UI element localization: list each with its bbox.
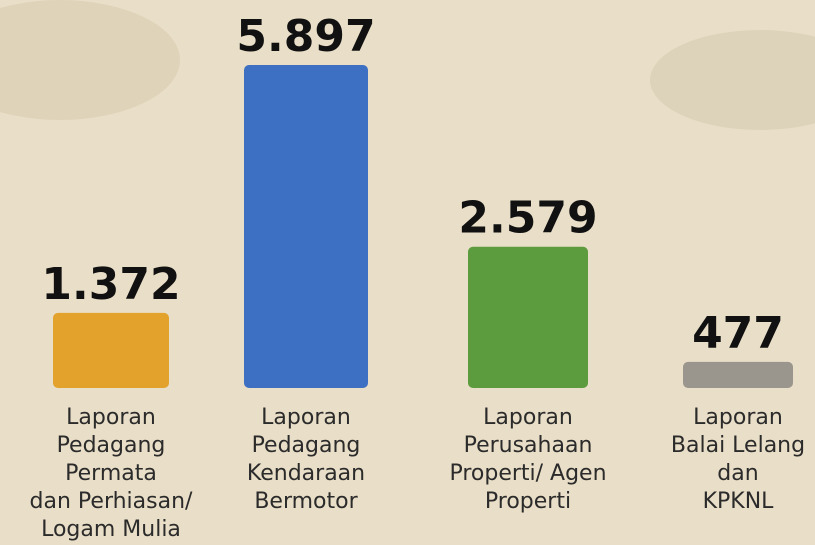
bar — [53, 312, 169, 388]
bar — [683, 361, 793, 388]
value-label: 2.579 — [458, 193, 597, 244]
category-label: Laporan Pedagang Permata dan Perhiasan/ … — [29, 405, 193, 542]
bar — [468, 246, 588, 388]
value-label: 5.897 — [236, 11, 375, 62]
value-label: 477 — [692, 308, 784, 359]
category-label: Laporan Perusahaan Properti/ Agen Proper… — [449, 405, 607, 514]
bar — [244, 65, 368, 388]
value-label: 1.372 — [41, 259, 180, 310]
background-decoration — [0, 0, 180, 120]
category-label: Laporan Pedagang Kendaraan Bermotor — [246, 405, 366, 514]
background-decoration — [650, 30, 815, 130]
category-label: Laporan Balai Lelang dan KPKNL — [670, 405, 806, 514]
